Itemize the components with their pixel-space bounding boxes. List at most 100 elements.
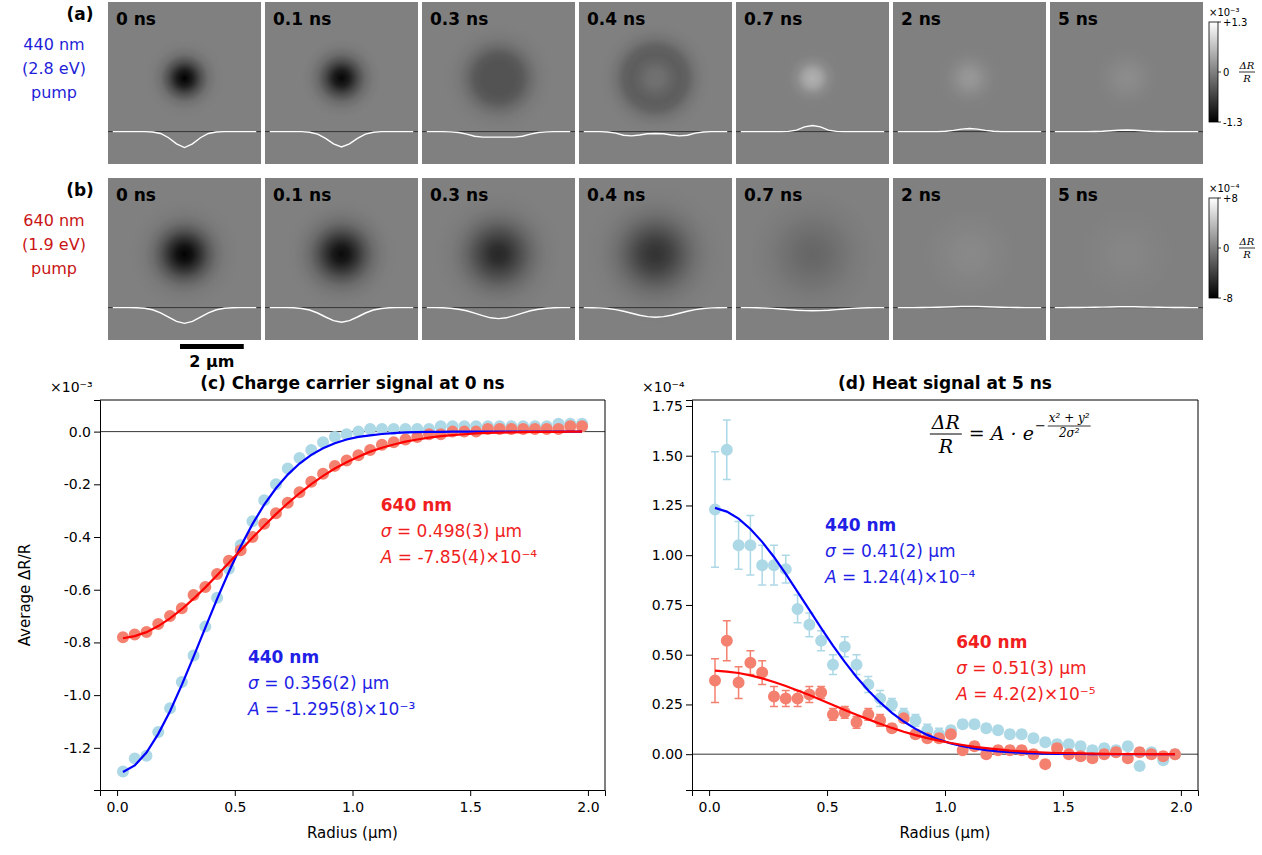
colorbar-title-numerator: ΔR	[1239, 236, 1255, 247]
annotation-value: = -1.295(8)×10⁻³	[260, 699, 416, 719]
line-profile	[427, 132, 570, 138]
data-point	[839, 641, 851, 653]
tick-label: 2.0	[577, 799, 599, 815]
x-axis-title: Radius (µm)	[307, 824, 398, 842]
panel-background	[422, 178, 575, 340]
signal-spot	[113, 182, 256, 325]
tick-label: 0.0	[698, 799, 720, 815]
panel-background	[422, 2, 575, 164]
y-tick: -0.2	[64, 476, 100, 492]
annotation-value: = 0.51(3) µm	[967, 658, 1087, 678]
line-profile	[584, 308, 727, 318]
image-panel: 2 ns	[893, 2, 1046, 164]
tick-mark	[470, 790, 471, 796]
colorbar-tick	[1218, 198, 1221, 199]
annotation-symbol: A	[380, 547, 393, 567]
panel-background	[579, 2, 732, 164]
y-tick: 1.75	[652, 398, 692, 414]
data-point	[733, 677, 745, 689]
profile-baseline	[1050, 307, 1203, 308]
colorbar-title-denominator: R	[1242, 73, 1251, 84]
tick-label: 1.50	[652, 448, 683, 464]
x-tick: 0.0	[698, 790, 720, 815]
time-label: 0.7 ns	[744, 185, 802, 205]
data-point	[968, 718, 980, 730]
annotation-symbol: A	[824, 567, 837, 587]
image-panel: 2 ns	[893, 178, 1046, 340]
image-panel: 0 ns	[108, 178, 261, 340]
data-point	[851, 659, 863, 671]
y-axis: 0.000.250.500.751.001.251.501.75	[652, 398, 693, 791]
tick-label: -0.2	[64, 476, 91, 492]
tick-mark	[1063, 790, 1064, 796]
image-content	[1050, 2, 1203, 164]
signal-spot	[270, 6, 413, 149]
line-profile	[1055, 306, 1198, 308]
tick-label: -1.0	[64, 687, 91, 703]
colorbar-tick	[1218, 248, 1221, 249]
panel-background	[736, 178, 889, 340]
image-content	[422, 178, 575, 340]
image-content	[579, 178, 732, 340]
tick-mark	[94, 642, 100, 643]
y-tick: -1.2	[64, 740, 100, 756]
image-panel: 5 ns	[1050, 178, 1203, 340]
image-content	[422, 2, 575, 164]
tick-mark	[686, 555, 692, 556]
axis-multiplier: ×10⁻⁴	[642, 379, 685, 395]
plot-area	[709, 420, 1181, 772]
tick-mark	[686, 754, 692, 755]
tick-mark	[117, 790, 118, 796]
data-point	[709, 675, 721, 687]
colorbar-title-denominator: R	[1242, 249, 1251, 260]
annotation-value: = -7.85(4)×10⁻⁴	[392, 547, 537, 567]
x-tick: 1.0	[342, 790, 364, 815]
equation-exponent-denominator: 2σ²	[1058, 426, 1080, 440]
tick-label: 1.75	[652, 398, 683, 414]
tick-mark	[94, 748, 100, 749]
data-point	[957, 718, 969, 730]
time-label: 0 ns	[116, 185, 156, 205]
data-point	[815, 635, 827, 647]
tick-mark	[686, 505, 692, 506]
y-tick: 1.50	[652, 448, 692, 464]
time-label: 0 ns	[116, 9, 156, 29]
panel-background	[893, 2, 1046, 164]
tick-label: 0.75	[652, 597, 683, 613]
time-label: 0.7 ns	[744, 9, 802, 29]
scale-bar-label: 2 µm	[189, 352, 234, 371]
tick-label: 0.5	[816, 799, 838, 815]
image-panel: 5 ns	[1050, 2, 1203, 164]
colorbar-title-numerator: ΔR	[1239, 60, 1255, 71]
signal-spot	[113, 6, 256, 149]
tick-mark	[686, 456, 692, 457]
data-point	[1134, 760, 1146, 772]
data-point	[744, 657, 756, 669]
line-profile	[741, 125, 884, 131]
data-point	[792, 692, 804, 704]
data-point	[992, 724, 1004, 736]
signal-spot	[427, 6, 570, 149]
image-panel: 0.3 ns	[422, 178, 575, 340]
annotation-value: = 1.24(4)×10⁻⁴	[837, 567, 976, 587]
image-panel: 0.3 ns	[422, 2, 575, 164]
tick-mark	[94, 432, 100, 433]
data-point	[827, 708, 839, 720]
data-point	[815, 687, 827, 699]
image-panel: 0.4 ns	[579, 2, 732, 164]
data-point	[721, 444, 733, 456]
signal-spot	[584, 6, 727, 149]
figure: (a)440 nm(2.8 eV)pump0 ns0.1 ns0.3 ns0.4…	[0, 0, 1262, 855]
tick-mark	[94, 537, 100, 538]
data-point	[803, 619, 815, 631]
annotation-value: = 4.2(2)×10⁻⁵	[968, 684, 1096, 704]
annotation-text: σ = 0.356(2) µm	[248, 673, 389, 693]
panel-background	[1050, 2, 1203, 164]
time-label: 5 ns	[1058, 185, 1098, 205]
x-tick: 1.0	[934, 790, 956, 815]
annotation-text: A = -1.295(8)×10⁻³	[247, 699, 415, 719]
panel-background	[265, 2, 418, 164]
data-point	[780, 692, 792, 704]
equation-rhs: = A · e	[969, 422, 1034, 444]
tick-mark	[686, 605, 692, 606]
